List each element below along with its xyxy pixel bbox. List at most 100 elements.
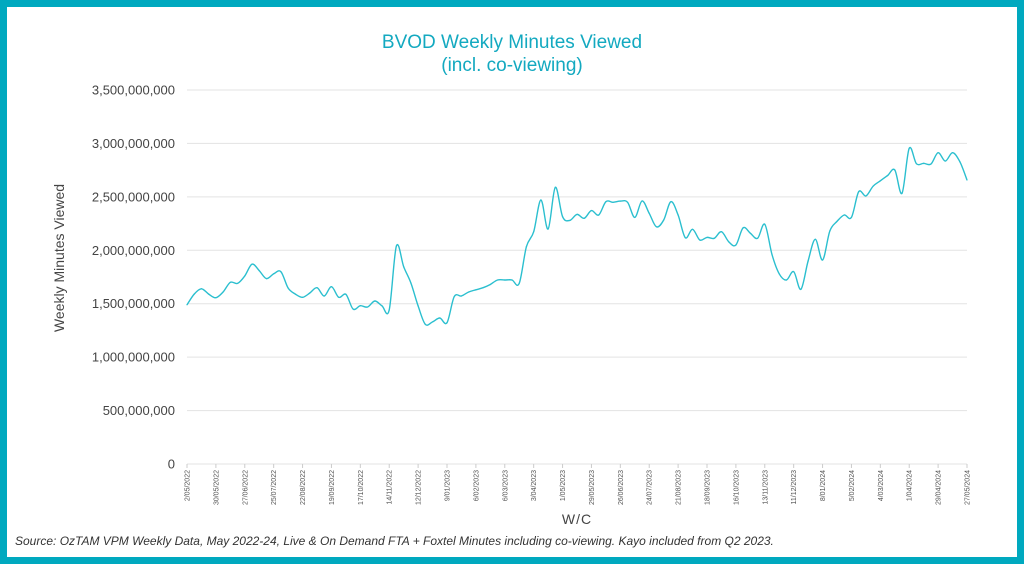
- x-tick-label: 24/07/2023: [647, 470, 654, 505]
- data-point: [814, 238, 816, 240]
- data-point: [821, 259, 824, 261]
- y-tick-label: 3,500,000,000: [92, 83, 175, 98]
- data-point: [691, 228, 694, 230]
- data-point: [561, 216, 564, 218]
- data-point: [879, 180, 881, 182]
- data-point: [280, 271, 282, 273]
- data-point: [338, 296, 340, 298]
- x-tick-label: 17/10/2022: [358, 470, 365, 505]
- data-point: [720, 231, 723, 233]
- data-point: [944, 160, 946, 162]
- data-point: [576, 213, 578, 215]
- data-point: [374, 300, 376, 302]
- data-point: [800, 288, 802, 290]
- data-point: [894, 169, 896, 171]
- data-point: [807, 260, 809, 262]
- x-tick-label: 1/05/2023: [560, 470, 567, 501]
- x-tick-label: 22/08/2022: [300, 470, 307, 505]
- chart-subtitle: (incl. co-viewing): [441, 55, 583, 76]
- data-point: [359, 305, 361, 307]
- data-point: [489, 283, 491, 286]
- data-point: [655, 226, 658, 228]
- x-tick-label: 27/05/2024: [965, 470, 972, 505]
- data-point: [648, 212, 650, 214]
- data-point: [756, 237, 759, 239]
- data-point: [403, 266, 405, 268]
- data-point: [901, 192, 903, 194]
- data-point: [872, 185, 874, 187]
- data-point: [836, 220, 838, 223]
- data-point: [663, 219, 665, 221]
- data-point: [186, 304, 188, 306]
- y-tick-label: 1,000,000,000: [92, 350, 175, 365]
- data-point: [395, 245, 398, 247]
- series-line: [186, 146, 968, 326]
- x-tick-label: 19/09/2022: [329, 470, 336, 505]
- data-point: [345, 293, 347, 295]
- y-tick-label: 0: [168, 457, 175, 472]
- data-point: [749, 232, 751, 234]
- y-axis-title: Weekly Minutes Viewed: [51, 184, 67, 332]
- data-point: [670, 201, 672, 203]
- data-point: [309, 292, 311, 294]
- data-point: [843, 214, 845, 216]
- x-tick-label: 26/06/2023: [618, 470, 625, 505]
- data-point: [915, 163, 918, 165]
- data-point: [590, 210, 593, 212]
- x-tick-label: 12/12/2022: [416, 470, 423, 505]
- data-point: [634, 216, 636, 218]
- data-point: [294, 293, 296, 295]
- data-point: [771, 253, 773, 256]
- data-point: [504, 279, 506, 281]
- x-tick-label: 11/12/2023: [791, 470, 798, 505]
- data-point: [778, 273, 780, 275]
- data-point: [626, 201, 629, 203]
- x-tick-label: 6/02/2023: [473, 470, 480, 501]
- x-tick-label: 27/06/2022: [242, 470, 249, 505]
- data-point: [785, 279, 788, 281]
- data-point: [923, 162, 925, 164]
- data-point: [951, 152, 954, 154]
- data-point: [468, 291, 470, 293]
- data-point: [966, 179, 968, 181]
- data-point: [496, 279, 499, 281]
- data-point: [858, 191, 860, 193]
- data-point: [937, 152, 939, 154]
- x-tick-label: 29/05/2023: [589, 470, 596, 505]
- data-point: [886, 174, 889, 177]
- data-point: [258, 269, 260, 272]
- data-point: [446, 322, 448, 324]
- data-point: [431, 321, 434, 323]
- data-point: [316, 287, 318, 289]
- x-tick-label: 1/04/2024: [907, 470, 914, 501]
- y-tick-label: 2,500,000,000: [92, 189, 175, 204]
- data-point: [706, 236, 708, 238]
- data-point: [439, 317, 441, 319]
- data-point: [381, 305, 383, 307]
- x-tick-label: 5/02/2024: [849, 470, 856, 501]
- data-point: [684, 237, 686, 239]
- data-point: [540, 199, 542, 201]
- data-point: [200, 288, 203, 290]
- data-point: [547, 228, 549, 230]
- data-point: [460, 295, 463, 297]
- data-point: [959, 160, 961, 163]
- y-tick-label: 2,000,000,000: [92, 243, 175, 258]
- data-point: [829, 230, 831, 232]
- x-tick-label: 6/03/2023: [502, 470, 509, 501]
- data-point: [569, 219, 571, 221]
- data-point: [388, 309, 390, 311]
- data-point: [417, 305, 419, 307]
- y-tick-label: 3,000,000,000: [92, 136, 175, 151]
- data-point: [215, 297, 217, 299]
- x-tick-label: 4/03/2024: [878, 470, 885, 501]
- y-tick-label: 500,000,000: [103, 403, 175, 418]
- data-point: [641, 200, 643, 202]
- data-point: [273, 273, 275, 275]
- data-point: [222, 291, 224, 293]
- x-tick-label: 13/11/2023: [762, 470, 769, 505]
- x-tick-label: 16/10/2023: [733, 470, 740, 505]
- data-point: [850, 216, 853, 218]
